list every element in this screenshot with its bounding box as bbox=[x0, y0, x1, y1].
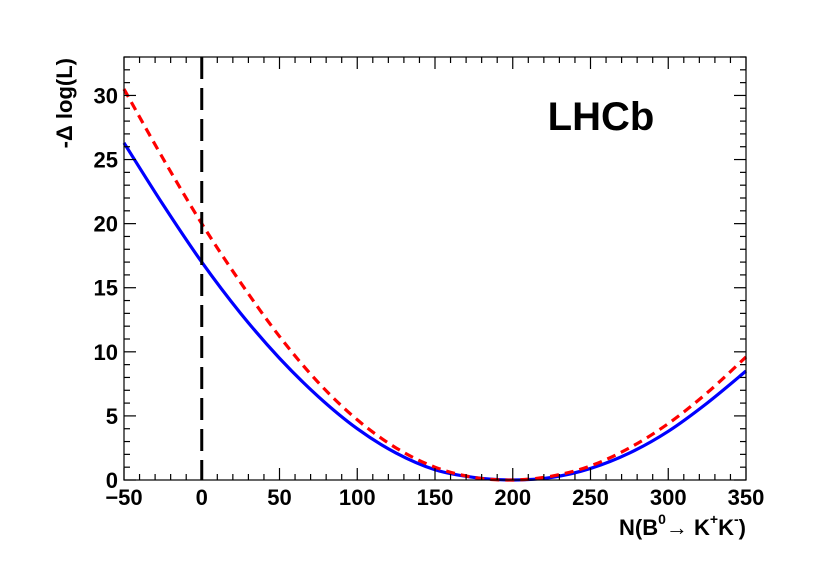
x-axis-title-sup-minus: - bbox=[734, 511, 739, 527]
lhcb-annotation: LHCb bbox=[548, 95, 655, 139]
y-tick-label: 5 bbox=[106, 404, 118, 429]
y-tick-label: 0 bbox=[106, 468, 118, 493]
x-axis-title-prefix: N(B bbox=[619, 515, 658, 540]
x-tick-label: 350 bbox=[728, 485, 765, 510]
x-tick-label: 0 bbox=[196, 485, 208, 510]
series-line-2 bbox=[122, 88, 748, 482]
y-tick-label: 15 bbox=[94, 276, 118, 301]
x-tick-label: −50 bbox=[105, 485, 142, 510]
series-line-1 bbox=[122, 142, 748, 482]
x-axis-title-arrow: → K bbox=[666, 515, 710, 540]
x-axis-title-suffix: ) bbox=[739, 515, 746, 540]
y-axis-title: -Δ log(L) bbox=[52, 58, 77, 148]
y-tick-label: 30 bbox=[94, 83, 118, 108]
x-axis-title: N(B0→ K+K-) bbox=[619, 511, 746, 540]
y-tick-label: 20 bbox=[94, 212, 118, 237]
x-tick-label: 200 bbox=[494, 485, 531, 510]
x-axis-title-sup-plus: + bbox=[710, 511, 718, 527]
x-tick-label: 150 bbox=[417, 485, 454, 510]
x-axis-title-mid: K bbox=[718, 515, 734, 540]
x-tick-label: 100 bbox=[339, 485, 376, 510]
curves-layer bbox=[122, 88, 748, 482]
ticks-layer bbox=[123, 56, 747, 481]
x-tick-label: 50 bbox=[267, 485, 291, 510]
x-tick-label: 250 bbox=[572, 485, 609, 510]
x-axis-title-sup-zero: 0 bbox=[658, 511, 666, 527]
y-tick-label: 10 bbox=[94, 340, 118, 365]
x-tick-label: 300 bbox=[650, 485, 687, 510]
y-tick-label: 25 bbox=[94, 148, 118, 173]
